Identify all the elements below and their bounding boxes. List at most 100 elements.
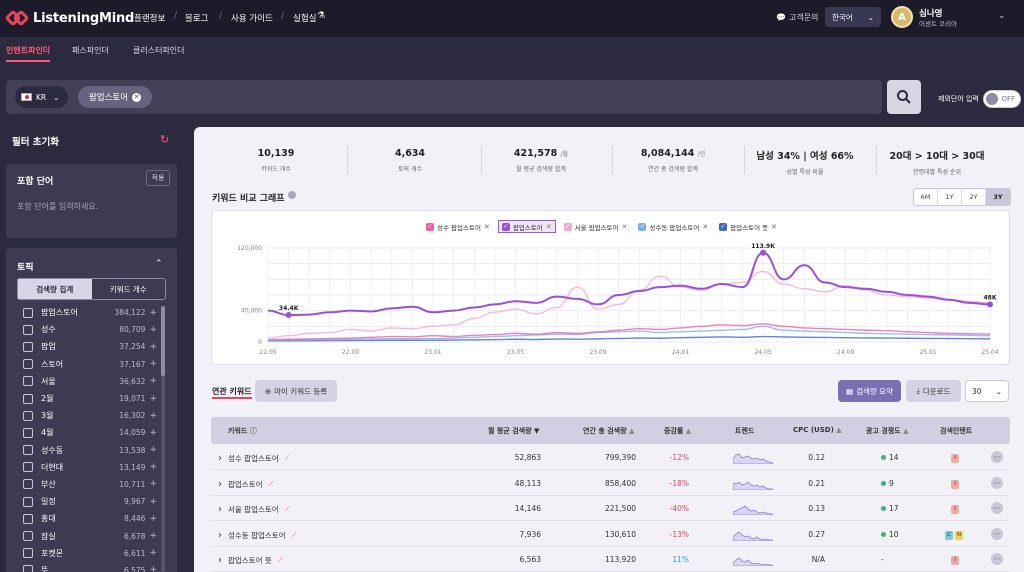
- topic-item[interactable]: 스토어 37,167 +: [17, 356, 157, 373]
- tab-path-finder[interactable]: 패스파인더: [72, 46, 109, 55]
- col-competition[interactable]: 광고 경쟁도 ▲: [866, 426, 908, 436]
- checkbox[interactable]: [23, 427, 33, 438]
- more-options-button[interactable]: ⋯: [991, 553, 1003, 565]
- col-cpc[interactable]: CPC (USD) ▲: [793, 426, 842, 434]
- checkbox[interactable]: [23, 479, 33, 490]
- chart-icon[interactable]: ⟋: [268, 479, 274, 488]
- nav-blog[interactable]: 블로그: [185, 14, 209, 24]
- checkbox[interactable]: [23, 307, 33, 318]
- plus-icon[interactable]: +: [149, 548, 157, 559]
- nav-guide[interactable]: 사용 가이드: [231, 14, 273, 24]
- checkbox[interactable]: [23, 496, 33, 507]
- refresh-icon[interactable]: ↻: [160, 133, 170, 146]
- keyword-cell[interactable]: › 팝업스토어 ⟋: [218, 479, 273, 490]
- topic-item[interactable]: 포켓몬 6,611 +: [17, 545, 157, 562]
- support-link[interactable]: 💬 고객문의: [776, 12, 818, 23]
- range-2y-button[interactable]: 2Y: [962, 189, 986, 205]
- exclude-toggle[interactable]: OFF: [983, 90, 1021, 108]
- tab-intent-finder[interactable]: 인텐트파인더: [6, 46, 51, 55]
- nav-lab[interactable]: 실험실: [293, 14, 317, 24]
- checkbox[interactable]: [23, 462, 33, 473]
- chevron-up-icon[interactable]: ⌃: [155, 259, 163, 269]
- col-keyword[interactable]: 키워드 ⓘ: [228, 426, 257, 436]
- chevron-right-icon[interactable]: ›: [218, 478, 222, 490]
- search-button[interactable]: [887, 80, 921, 114]
- keyword-cell[interactable]: › 성수 팝업스토어 ⟋: [218, 453, 290, 464]
- tab-related-keywords[interactable]: 연관 키워드: [212, 387, 252, 396]
- apply-button[interactable]: 적용: [146, 170, 170, 186]
- register-my-keyword-button[interactable]: ⊕ 마이 키워드 등록: [255, 380, 337, 402]
- keyword-chip[interactable]: 팝업스토어 ✕: [78, 86, 152, 108]
- include-word-input[interactable]: 포함 단어를 입력하세요.: [17, 202, 99, 211]
- plus-icon[interactable]: +: [149, 307, 157, 318]
- plus-icon[interactable]: +: [149, 531, 157, 542]
- topic-item[interactable]: 4월 14,059 +: [17, 424, 157, 441]
- info-icon[interactable]: [288, 191, 296, 199]
- download-button[interactable]: ⤓ 다운로드: [906, 380, 961, 402]
- topic-item[interactable]: 서울 36,632 +: [17, 373, 157, 390]
- more-options-button[interactable]: ⋯: [991, 527, 1003, 540]
- plus-icon[interactable]: +: [149, 324, 157, 335]
- plus-icon[interactable]: +: [149, 359, 157, 370]
- close-icon[interactable]: ✕: [702, 222, 709, 231]
- plus-icon[interactable]: +: [149, 496, 157, 507]
- checkbox[interactable]: [23, 359, 33, 370]
- more-options-button[interactable]: ⋯: [991, 476, 1003, 489]
- topic-item[interactable]: 3월 16,302 +: [17, 407, 157, 424]
- checkbox[interactable]: [23, 531, 33, 542]
- plus-icon[interactable]: +: [149, 410, 157, 421]
- chevron-right-icon[interactable]: ›: [218, 453, 222, 464]
- legend-item[interactable]: ✓ 성수동 팝업스토어 ✕: [635, 220, 711, 233]
- keyword-cell[interactable]: › 서울 팝업스토어 ⟋: [218, 504, 290, 515]
- topic-item[interactable]: 잠실 6,678 +: [17, 527, 157, 544]
- close-icon[interactable]: ✕: [545, 222, 552, 231]
- topic-item[interactable]: 성수 80,709 +: [17, 321, 157, 338]
- chevron-right-icon[interactable]: ›: [218, 504, 222, 515]
- page-size-select[interactable]: 30 ⌄: [965, 380, 1009, 402]
- checkbox[interactable]: [23, 376, 33, 387]
- plus-icon[interactable]: +: [149, 513, 157, 524]
- legend-item[interactable]: ✓ 성수 팝업스토어 ✕: [423, 220, 493, 233]
- close-icon[interactable]: ✕: [132, 92, 142, 102]
- plus-icon[interactable]: +: [149, 565, 157, 572]
- close-icon[interactable]: ✕: [483, 222, 490, 231]
- plus-icon[interactable]: +: [149, 479, 157, 490]
- chevron-down-icon[interactable]: ⌄: [998, 11, 1006, 21]
- col-monthly[interactable]: 월 평균 검색량 ▼: [488, 426, 539, 436]
- legend-item[interactable]: ✓ 서울 팝업스토어 ✕: [561, 220, 631, 233]
- legend-item[interactable]: ✓ 팝업스토어 뜻 ✕: [716, 220, 780, 233]
- scrollbar-track[interactable]: [161, 306, 165, 572]
- topic-item[interactable]: 팝업스토어 384,122 +: [17, 304, 157, 321]
- data-point[interactable]: [987, 301, 993, 308]
- checkbox[interactable]: [23, 393, 33, 404]
- plus-icon[interactable]: +: [149, 427, 157, 438]
- topic-item[interactable]: 일정 9,967 +: [17, 493, 157, 510]
- col-change[interactable]: 증감률 ▲: [664, 426, 691, 436]
- keyword-cell[interactable]: › 성수동 팝업스토어 ⟋: [218, 530, 297, 541]
- legend-item[interactable]: ✓ 팝업스토어 ✕: [497, 220, 556, 233]
- nav-plan[interactable]: 플랜정보: [134, 14, 166, 24]
- table-row[interactable]: › 성수 팝업스토어 ⟋ 52,863 799,390 -12% 0.12 14 I ⋯: [211, 445, 1010, 470]
- chevron-right-icon[interactable]: ›: [218, 529, 222, 541]
- checkbox[interactable]: [23, 548, 33, 559]
- chart-icon[interactable]: ⟋: [284, 454, 290, 462]
- topic-item[interactable]: 부산 10,711 +: [17, 476, 157, 493]
- checkbox[interactable]: [23, 341, 33, 352]
- topic-item[interactable]: 2월 19,071 +: [17, 390, 157, 407]
- volume-summary-button[interactable]: ▦ 검색량 요약: [838, 380, 901, 402]
- checkbox[interactable]: [23, 324, 33, 335]
- avatar[interactable]: A: [891, 6, 913, 28]
- chart-icon[interactable]: ⟋: [291, 530, 297, 539]
- seg-search-volume[interactable]: 검색량 집계: [18, 279, 92, 299]
- keyword-cell[interactable]: › 팝업스토어 뜻 ⟋: [218, 555, 283, 566]
- checkbox[interactable]: [23, 565, 33, 572]
- close-icon[interactable]: ✕: [621, 222, 628, 231]
- tab-cluster-finder[interactable]: 클러스터파인더: [133, 46, 185, 55]
- table-row[interactable]: › 팝업스토어 뜻 ⟋ 6,563 113,920 11% N/A - I ⋯: [211, 547, 1010, 572]
- seg-keyword-count[interactable]: 키워드 개수: [109, 284, 147, 294]
- checkbox[interactable]: [23, 513, 33, 524]
- plus-icon[interactable]: +: [149, 341, 157, 352]
- close-icon[interactable]: ✕: [771, 222, 778, 231]
- topic-item[interactable]: 성수동 13,538 +: [17, 442, 157, 459]
- topic-item[interactable]: 팝업 37,254 +: [17, 338, 157, 355]
